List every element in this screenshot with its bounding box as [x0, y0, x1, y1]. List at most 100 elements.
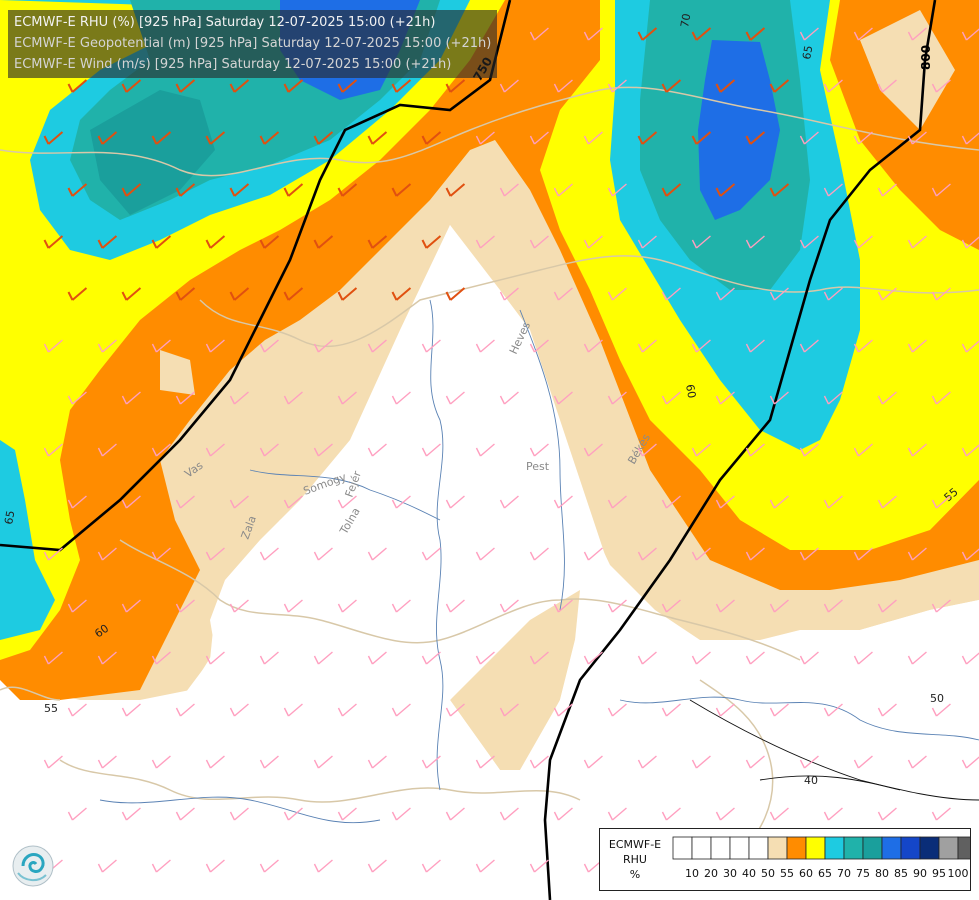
wind-barb — [313, 755, 333, 769]
wind-barb — [337, 703, 357, 717]
wind-barb — [121, 183, 142, 197]
wind-barb — [529, 131, 549, 145]
wind-barb — [529, 755, 549, 769]
legend-swatch — [710, 836, 731, 860]
wind-barb — [151, 651, 171, 665]
wind-barb — [313, 339, 333, 353]
wind-barb — [499, 495, 519, 509]
wind-barb — [553, 287, 573, 301]
wind-barb — [583, 131, 603, 145]
legend-tick-label: 55 — [780, 867, 794, 880]
wind-barb — [121, 287, 142, 301]
wind-barb — [769, 391, 789, 405]
wind-barb — [121, 599, 141, 613]
wind-barb — [607, 391, 627, 405]
legend-tick-label: 90 — [913, 867, 927, 880]
wind-barb — [205, 131, 226, 145]
wind-barb — [259, 443, 279, 457]
wind-barb — [961, 236, 979, 249]
wind-barb — [583, 547, 603, 561]
rhu-55-patch-ne — [860, 10, 955, 130]
wind-barb — [877, 495, 897, 509]
rhu-85-area-east — [698, 40, 780, 220]
wind-barb — [799, 755, 819, 769]
wind-barb — [445, 599, 465, 613]
wind-barb — [637, 755, 657, 769]
wind-barb — [475, 755, 495, 769]
wind-barb — [715, 287, 735, 301]
wind-barb — [475, 651, 495, 665]
wind-barb — [961, 340, 979, 353]
wind-barb — [853, 443, 873, 457]
rhu-label-55a: 55 — [44, 702, 58, 715]
wind-barb — [931, 495, 951, 509]
wind-barb — [529, 547, 549, 561]
wind-barb — [799, 131, 819, 145]
wind-barb — [421, 131, 442, 145]
wind-barb — [259, 547, 279, 561]
wind-barb — [421, 755, 441, 769]
wind-barb — [661, 495, 681, 509]
wind-barb — [583, 755, 603, 769]
wind-barb — [391, 703, 411, 717]
wind-barb — [475, 235, 495, 249]
wind-barb — [553, 391, 573, 405]
wind-barb — [691, 339, 711, 353]
wind-barb — [853, 27, 873, 41]
wind-barb — [529, 443, 549, 457]
wind-barb — [637, 339, 657, 353]
wind-barb — [97, 859, 117, 873]
wind-barb — [691, 27, 712, 41]
wind-barb — [313, 131, 334, 145]
wind-barb — [283, 391, 303, 405]
wind-barb — [283, 79, 304, 93]
rhu-55-patch-sw — [160, 350, 195, 395]
wind-barb — [43, 235, 64, 249]
wind-barb — [151, 755, 171, 769]
wind-barb — [637, 547, 657, 561]
title-wind: ECMWF-E Wind (m/s) [925 hPa] Saturday 12… — [14, 57, 452, 72]
legend-swatch — [729, 836, 750, 860]
geopotential-label-800: 800 — [919, 45, 933, 70]
legend-swatch — [691, 836, 712, 860]
wind-barb — [553, 703, 573, 717]
wind-barb — [853, 547, 873, 561]
wind-barb — [391, 807, 411, 821]
wind-barb — [229, 391, 249, 405]
wind-barb — [205, 755, 225, 769]
wind-barb — [931, 599, 951, 613]
wind-barb — [175, 79, 196, 93]
legend-title-unit: % — [629, 868, 641, 881]
wind-barb — [823, 703, 843, 717]
wind-barb — [151, 443, 171, 457]
wind-barb — [67, 599, 87, 613]
wind-barb — [583, 443, 603, 457]
wind-barb — [745, 651, 765, 665]
wind-barb — [799, 443, 819, 457]
wind-barb — [853, 235, 873, 249]
wind-barb — [961, 132, 979, 145]
wind-barb — [367, 859, 387, 873]
wind-barb — [637, 27, 658, 41]
wind-barb — [907, 443, 927, 457]
wind-barb — [961, 756, 979, 769]
wind-barb — [421, 547, 441, 561]
wind-barb — [691, 651, 711, 665]
wind-barb — [661, 79, 682, 93]
rhu-70-area-sw — [0, 440, 55, 640]
wind-barb — [43, 651, 63, 665]
wind-barb — [607, 807, 627, 821]
legend-swatch — [900, 836, 921, 860]
wind-barb — [283, 599, 303, 613]
wind-barb — [661, 703, 681, 717]
legend-tick-label: 80 — [875, 867, 889, 880]
wind-barb — [151, 859, 171, 873]
wind-barb — [259, 859, 279, 873]
wind-barb — [607, 599, 627, 613]
wind-barb — [151, 235, 172, 249]
wind-barb — [475, 443, 495, 457]
wind-barb — [391, 599, 411, 613]
wind-barb — [421, 651, 441, 665]
wind-barb — [691, 443, 711, 457]
wind-barb — [283, 287, 304, 301]
